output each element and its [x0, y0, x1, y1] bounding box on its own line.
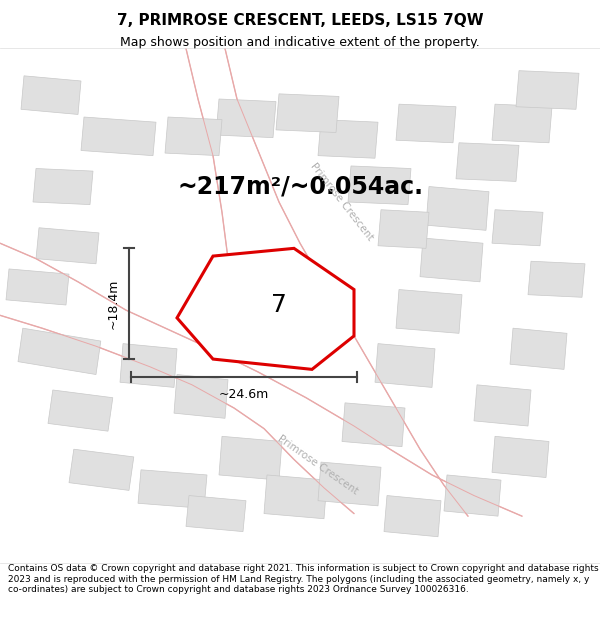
Text: Primrose Crescent: Primrose Crescent [308, 161, 376, 242]
Polygon shape [81, 117, 156, 156]
Polygon shape [396, 104, 456, 142]
Text: ~18.4m: ~18.4m [106, 279, 119, 329]
Polygon shape [492, 104, 552, 142]
Polygon shape [174, 374, 228, 418]
Polygon shape [186, 496, 246, 532]
Polygon shape [165, 117, 222, 156]
Polygon shape [378, 210, 429, 248]
Polygon shape [348, 166, 411, 204]
Polygon shape [426, 186, 489, 231]
Polygon shape [318, 462, 381, 506]
Polygon shape [492, 210, 543, 246]
Polygon shape [420, 238, 483, 282]
Polygon shape [516, 71, 579, 109]
Polygon shape [510, 328, 567, 369]
Polygon shape [375, 344, 435, 388]
Text: Contains OS data © Crown copyright and database right 2021. This information is : Contains OS data © Crown copyright and d… [8, 564, 598, 594]
Polygon shape [219, 436, 282, 480]
Polygon shape [21, 76, 81, 114]
Polygon shape [216, 99, 276, 138]
Polygon shape [456, 142, 519, 181]
Polygon shape [18, 328, 101, 374]
Polygon shape [6, 269, 69, 305]
Polygon shape [276, 94, 339, 132]
Polygon shape [120, 344, 177, 388]
Polygon shape [528, 261, 585, 298]
Polygon shape [177, 248, 354, 369]
Polygon shape [318, 119, 378, 158]
Text: ~24.6m: ~24.6m [219, 388, 269, 401]
Polygon shape [444, 475, 501, 516]
Polygon shape [396, 289, 462, 333]
Polygon shape [474, 385, 531, 426]
Text: ~217m²/~0.054ac.: ~217m²/~0.054ac. [177, 174, 423, 199]
Polygon shape [69, 449, 134, 491]
Text: 7: 7 [271, 293, 287, 317]
Text: 7, PRIMROSE CRESCENT, LEEDS, LS15 7QW: 7, PRIMROSE CRESCENT, LEEDS, LS15 7QW [116, 13, 484, 28]
Polygon shape [36, 228, 99, 264]
Polygon shape [264, 475, 327, 519]
Polygon shape [48, 390, 113, 431]
Polygon shape [492, 436, 549, 478]
Polygon shape [384, 496, 441, 537]
Polygon shape [33, 169, 93, 204]
Text: Primrose Crescent: Primrose Crescent [276, 433, 360, 496]
Text: Map shows position and indicative extent of the property.: Map shows position and indicative extent… [120, 36, 480, 49]
Polygon shape [138, 470, 207, 508]
Polygon shape [342, 403, 405, 447]
